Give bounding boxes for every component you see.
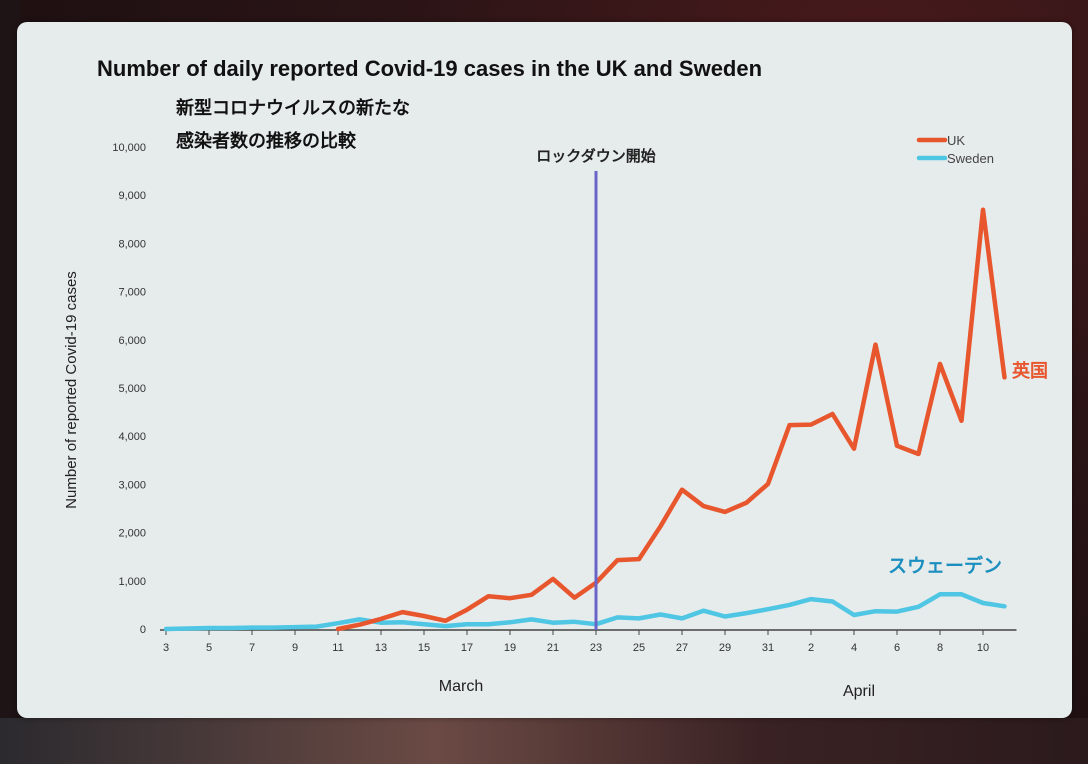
x-tick-label: 15 [418, 642, 430, 654]
y-tick-label: 4,000 [118, 431, 146, 443]
x-tick-label: 27 [676, 642, 688, 654]
y-tick-label: 7,000 [118, 287, 146, 299]
series-line-uk [335, 207, 1007, 632]
background-bottom [0, 718, 1088, 764]
x-tick-label: 21 [547, 642, 559, 654]
month-label-april: April [843, 683, 875, 700]
y-tick-label: 0 [140, 624, 146, 636]
sweden-series-label: スウェーデン [888, 554, 1002, 577]
series-layer [163, 207, 1007, 632]
legend-label-uk: UK [947, 133, 965, 148]
x-tick-label: 17 [461, 642, 473, 654]
x-tick-label: 11 [332, 642, 343, 654]
x-tick-label: 31 [762, 642, 774, 654]
lockdown-label: ロックダウン開始 [536, 147, 655, 165]
y-tick-label: 2,000 [118, 528, 146, 540]
y-tick-label: 5,000 [118, 383, 146, 395]
x-tick-label: 23 [590, 642, 602, 654]
background-edge [0, 0, 20, 764]
legend-label-sweden: Sweden [947, 151, 994, 166]
y-tick-label: 6,000 [118, 335, 146, 347]
axes: 0 1,000 2,000 3,000 4,000 5,000 6,000 7,000 8,00… [63, 142, 1017, 700]
y-axis-label: Number of reported Covid-19 cases [63, 271, 80, 509]
x-tick-label: 25 [633, 642, 645, 654]
x-tick-label: 7 [249, 642, 255, 654]
y-tick-label: 1,000 [118, 576, 146, 588]
x-tick-label: 29 [719, 642, 731, 654]
x-tick-label: 2 [808, 642, 814, 654]
subtitle-line-1: 新型コロナウイルスの新たな [176, 98, 410, 119]
y-tick-label: 10,000 [112, 142, 146, 154]
month-label-march: March [439, 678, 483, 695]
x-tick-label: 19 [504, 642, 516, 654]
x-tick-label: 8 [937, 642, 943, 654]
x-tick-label: 9 [292, 642, 298, 654]
series-line-sweden [163, 592, 1007, 632]
y-tick-label: 8,000 [118, 238, 146, 250]
x-tick-label: 13 [375, 642, 387, 654]
chart-subtitle: 新型コロナウイルスの新たな 感染者数の推移の比較 [176, 92, 410, 158]
x-tick-label: 6 [894, 642, 900, 654]
x-tick-label: 10 [977, 642, 989, 654]
chart-title: Number of daily reported Covid-19 cases … [97, 56, 763, 81]
x-tick-label: 5 [206, 642, 212, 654]
chart-card [17, 22, 1072, 718]
x-tick-label: 3 [163, 642, 169, 654]
subtitle-line-2: 感染者数の推移の比較 [176, 131, 356, 152]
y-tick-label: 3,000 [118, 479, 146, 491]
x-tick-label: 4 [851, 642, 857, 654]
uk-series-label: 英国 [1011, 360, 1048, 381]
y-tick-label: 9,000 [118, 190, 146, 202]
